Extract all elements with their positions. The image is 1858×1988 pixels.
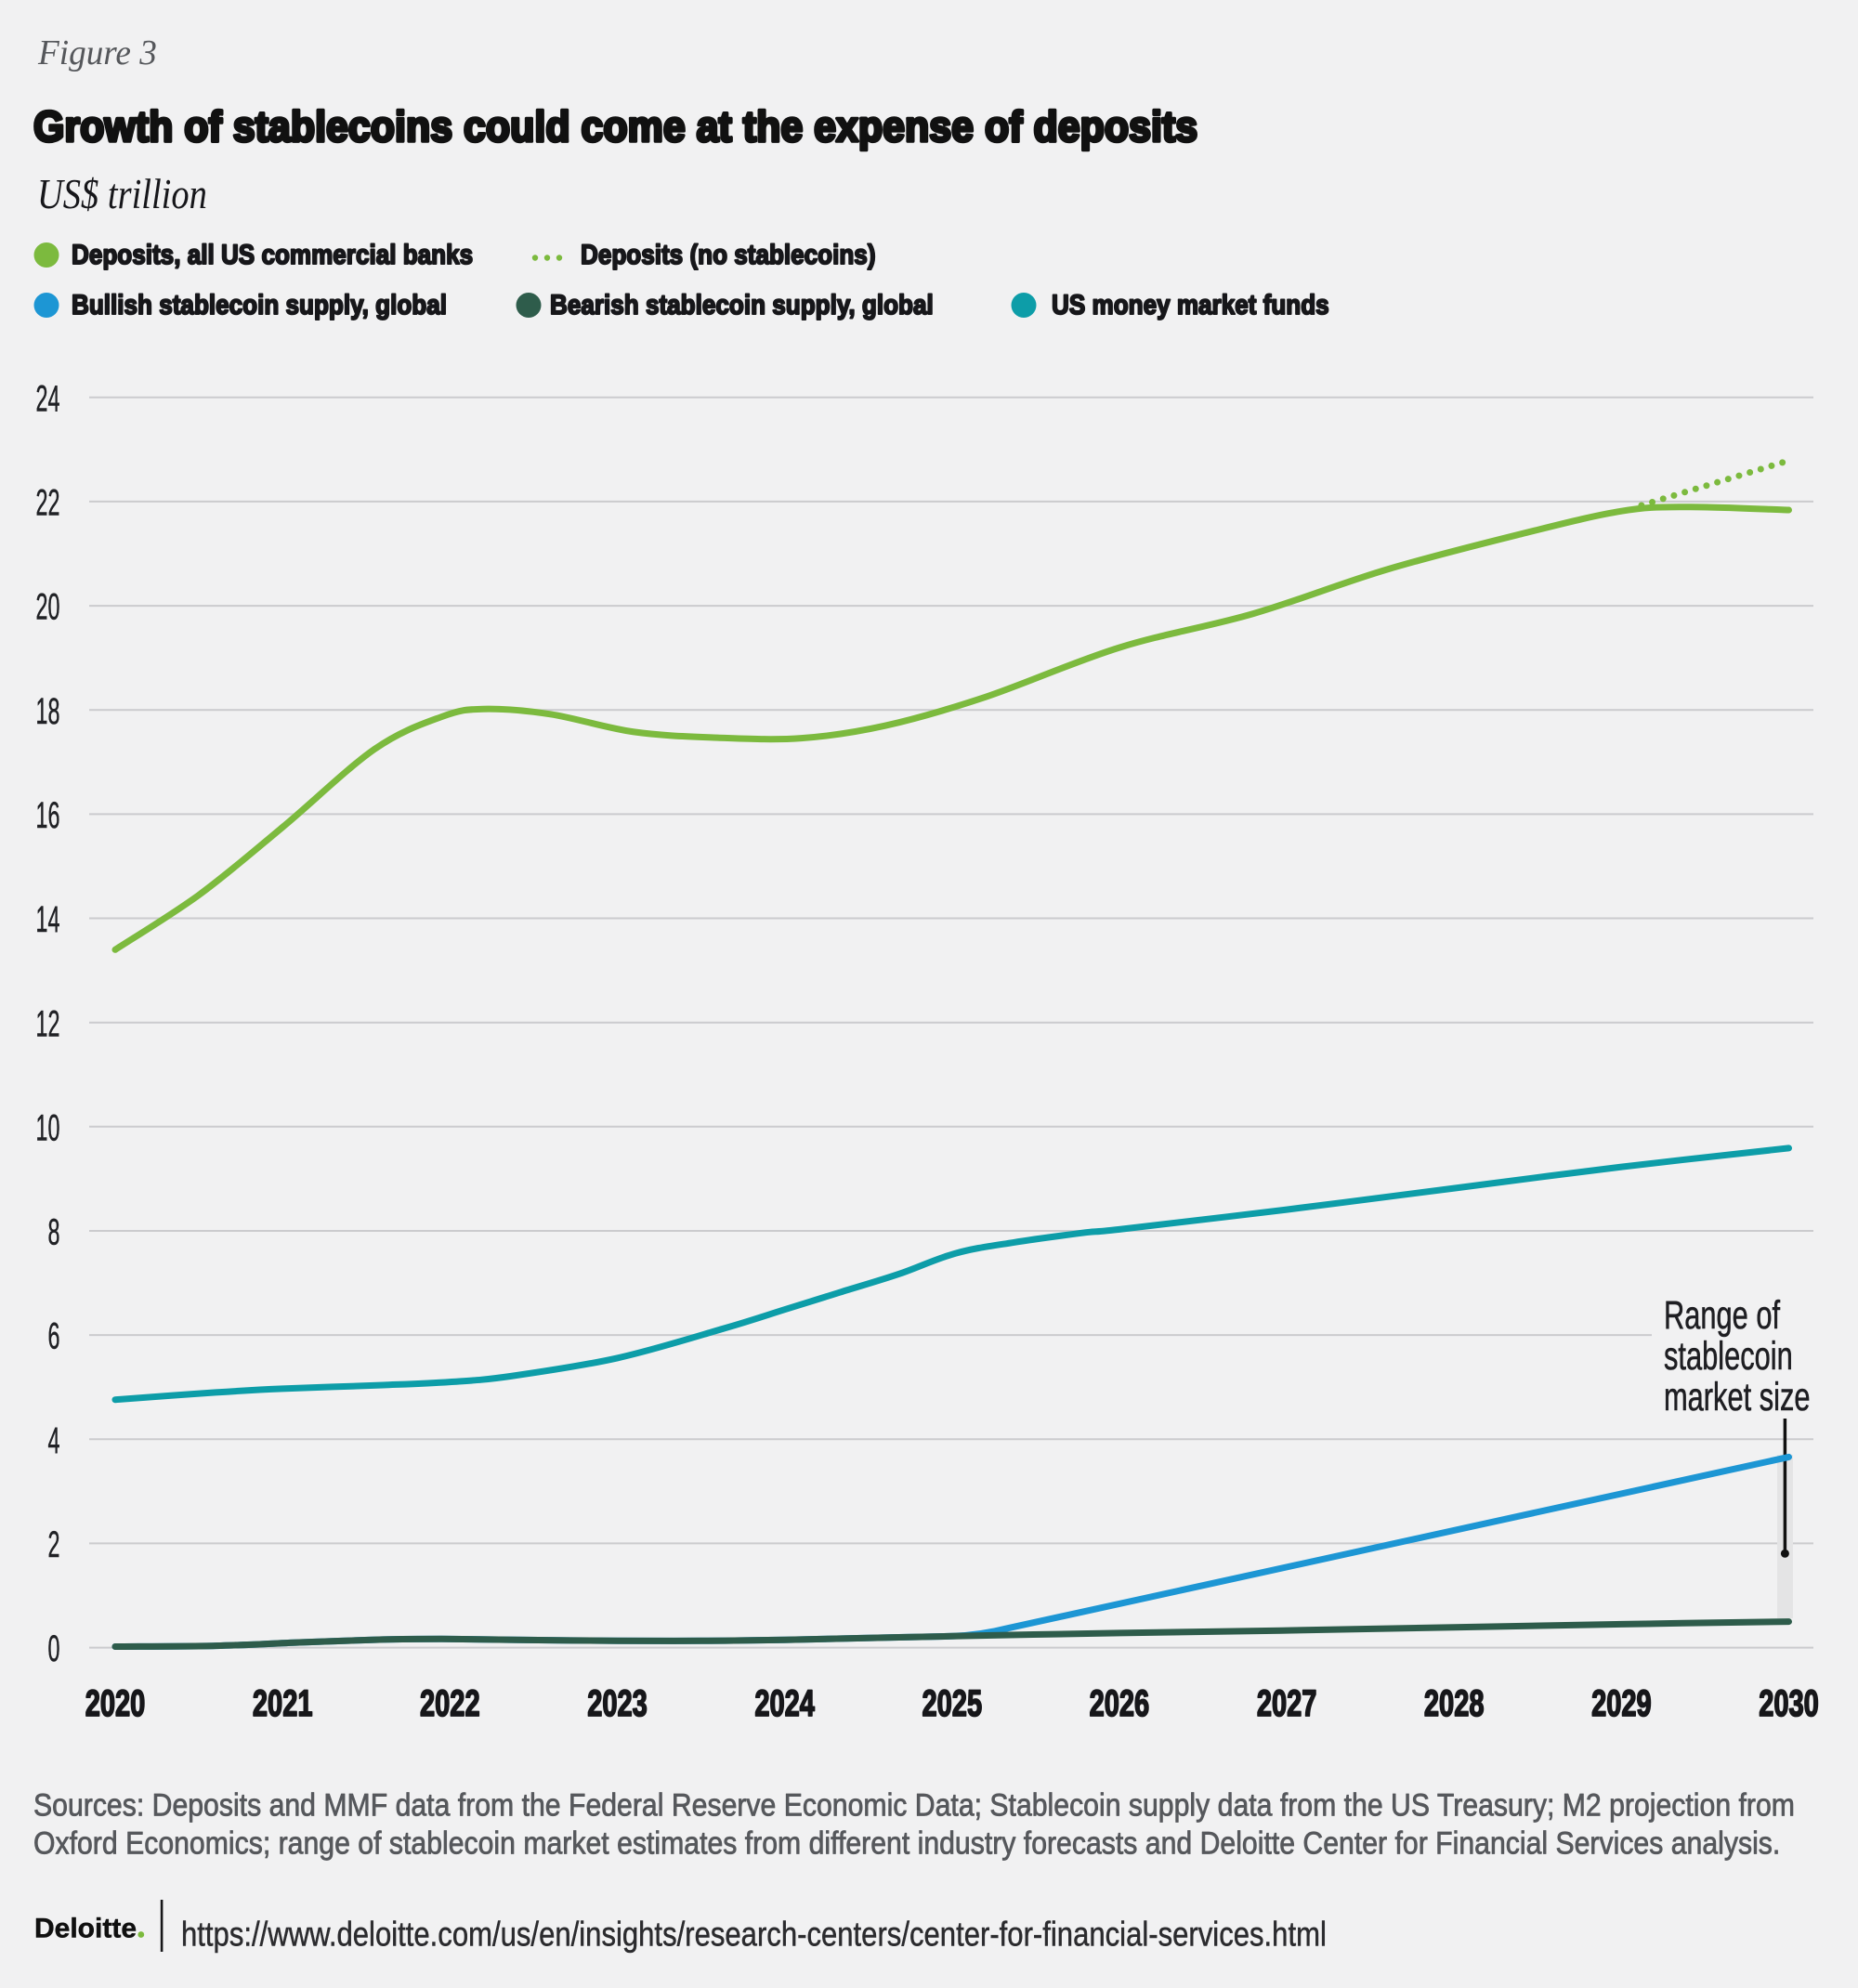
svg-text:2022: 2022 (420, 1683, 480, 1725)
svg-text:stablecoin: stablecoin (1664, 1333, 1793, 1378)
svg-text:2021: 2021 (253, 1683, 313, 1725)
svg-text:Growth of stablecoins could co: Growth of stablecoins could come at the … (33, 104, 1197, 151)
svg-text:2028: 2028 (1424, 1683, 1485, 1725)
svg-text:2026: 2026 (1090, 1683, 1150, 1725)
svg-text:6: 6 (48, 1314, 60, 1356)
svg-text:Range of: Range of (1664, 1292, 1781, 1337)
svg-text:Sources: Deposits and MMF data: Sources: Deposits and MMF data from the … (33, 1787, 1795, 1823)
svg-text:2029: 2029 (1591, 1683, 1652, 1725)
svg-text:Deloitte: Deloitte (34, 1913, 137, 1943)
svg-text:24: 24 (36, 377, 60, 419)
svg-text:Oxford Economics; range of sta: Oxford Economics; range of stablecoin ma… (33, 1825, 1780, 1861)
svg-text:https://www.deloitte.com/us/en: https://www.deloitte.com/us/en/insights/… (181, 1916, 1327, 1954)
svg-text:2020: 2020 (85, 1683, 146, 1725)
svg-text:4: 4 (48, 1419, 60, 1460)
svg-text:Deposits (no stablecoins): Deposits (no stablecoins) (581, 239, 876, 269)
svg-text:2: 2 (48, 1523, 60, 1564)
svg-text:Deposits, all US commercial ba: Deposits, all US commercial banks (72, 239, 473, 269)
svg-text:2024: 2024 (754, 1683, 815, 1725)
svg-text:Bullish stablecoin supply, glo: Bullish stablecoin supply, global (72, 289, 447, 320)
svg-text:14: 14 (36, 897, 60, 939)
svg-text:18: 18 (36, 689, 60, 731)
svg-text:2030: 2030 (1759, 1683, 1819, 1725)
svg-text:10: 10 (36, 1106, 60, 1148)
svg-text:US$ trillion: US$ trillion (37, 171, 207, 218)
svg-text:Bearish stablecoin supply, glo: Bearish stablecoin supply, global (550, 289, 934, 320)
svg-text:US money market funds: US money market funds (1052, 289, 1329, 320)
svg-text:0: 0 (48, 1628, 60, 1669)
svg-text:2023: 2023 (587, 1683, 648, 1725)
svg-text:market size: market size (1664, 1374, 1810, 1419)
svg-text:2027: 2027 (1257, 1683, 1317, 1725)
svg-text:8: 8 (48, 1210, 60, 1252)
svg-text:2025: 2025 (922, 1683, 983, 1725)
svg-text:20: 20 (36, 585, 60, 627)
svg-text:Figure 3: Figure 3 (37, 33, 157, 72)
svg-text:22: 22 (36, 481, 60, 523)
svg-text:12: 12 (36, 1002, 60, 1044)
svg-text:16: 16 (36, 793, 60, 835)
